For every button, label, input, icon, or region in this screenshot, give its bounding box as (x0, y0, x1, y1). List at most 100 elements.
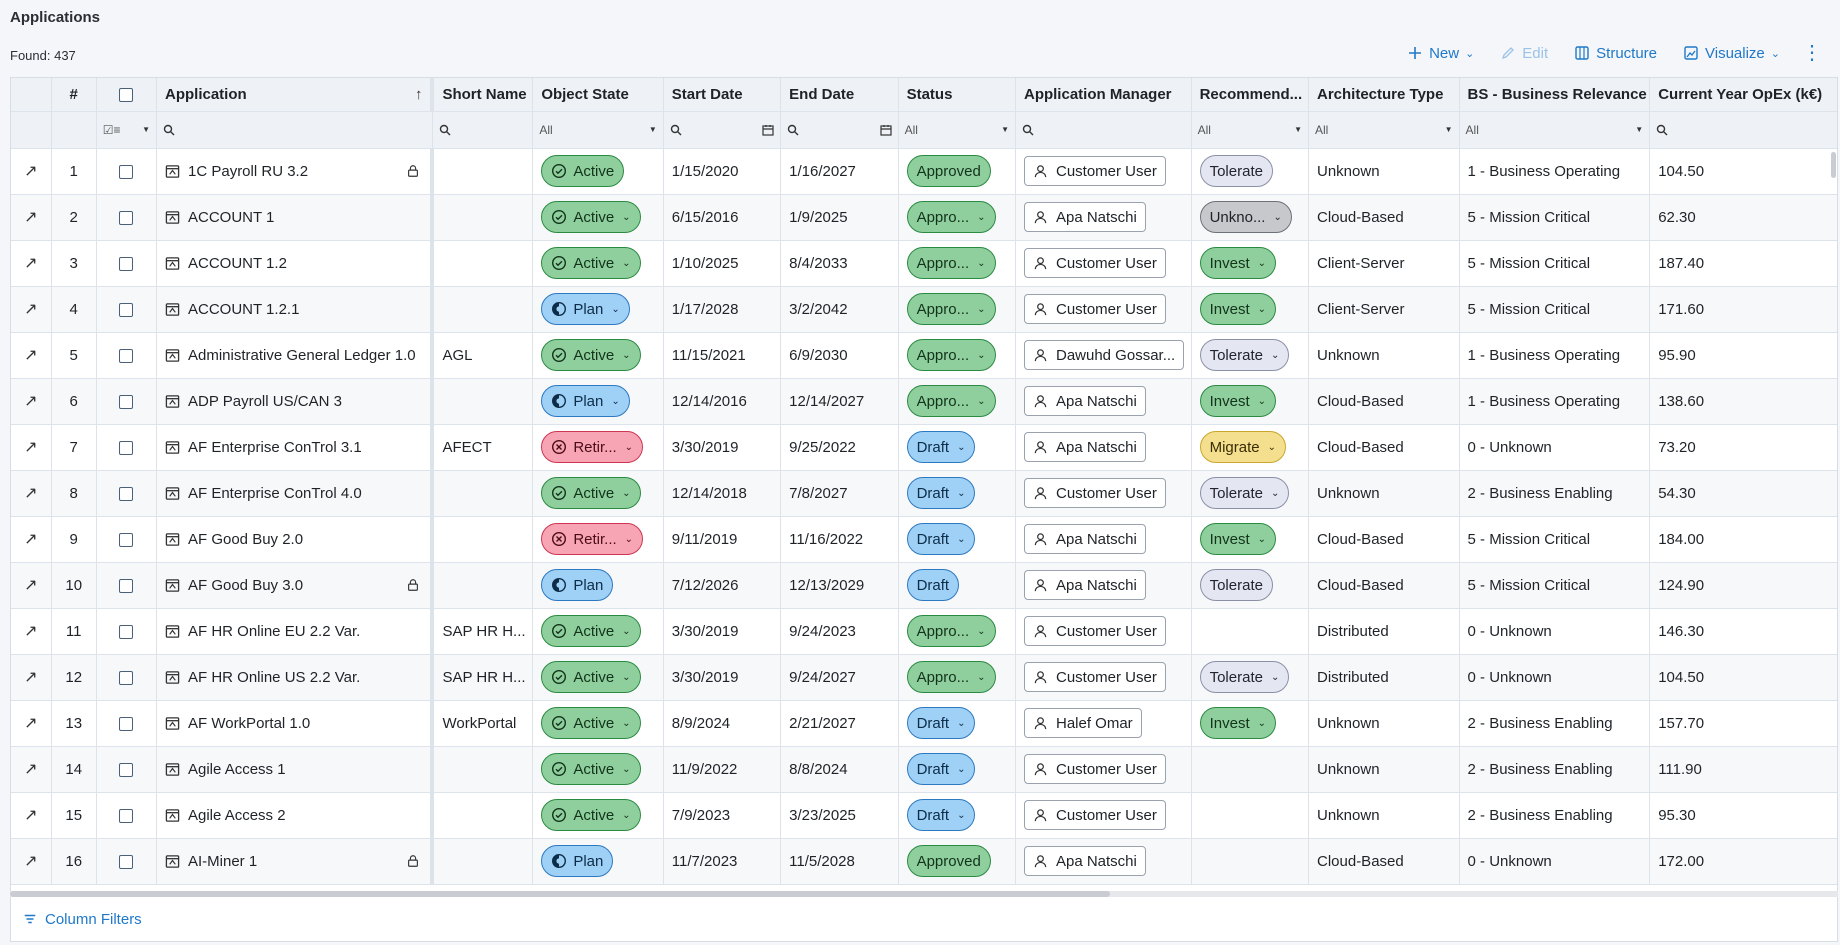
open-row-icon[interactable]: ↗ (11, 700, 52, 747)
table-row[interactable]: ↗ 15 Agile Access 2 Active ⌄ 7/9/2023 3/23/202… (11, 792, 1837, 839)
row-checkbox[interactable] (119, 210, 134, 225)
application-cell[interactable]: ADP Payroll US/CAN 3 (156, 378, 433, 425)
app-manager-cell[interactable]: Customer User (1015, 608, 1192, 655)
recommendation-badge[interactable]: Invest ⌄ (1199, 247, 1277, 279)
status-badge[interactable]: Appro... ⌄ (906, 339, 996, 371)
open-row-icon[interactable]: ↗ (11, 746, 52, 793)
status-cell[interactable]: Appro... ⌄ (898, 654, 1016, 701)
object-state-badge[interactable]: Plan (541, 569, 614, 601)
number-column-header[interactable]: # (51, 78, 97, 112)
open-row-icon[interactable]: ↗ (11, 148, 52, 195)
application-name[interactable]: AF Enterprise ConTrol 4.0 (188, 484, 362, 502)
status-cell[interactable]: Draft ⌄ (898, 700, 1016, 747)
row-checkbox[interactable] (119, 302, 134, 317)
row-checkbox-cell[interactable] (96, 332, 158, 379)
application-cell[interactable]: AF Good Buy 3.0 (156, 562, 433, 609)
bs-relevance-column-header[interactable]: BS - Business Relevance (1459, 78, 1651, 112)
open-row-icon[interactable]: ↗ (11, 378, 52, 425)
row-checkbox-cell[interactable] (96, 240, 158, 287)
bs-relevance-filter[interactable]: All ▼ (1459, 111, 1651, 149)
table-row[interactable]: ↗ 5 Administrative General Ledger 1.0 AGL Ac… (11, 332, 1837, 379)
app-manager-cell[interactable]: Customer User (1015, 470, 1192, 517)
open-row-icon[interactable]: ↗ (11, 654, 52, 701)
app-manager-column-header[interactable]: Application Manager (1015, 78, 1192, 112)
status-badge[interactable]: Appro... ⌄ (906, 247, 996, 279)
end-date-filter[interactable] (780, 111, 899, 149)
status-badge[interactable]: Appro... ⌄ (906, 385, 996, 417)
calendar-icon[interactable] (762, 124, 774, 136)
open-row-icon[interactable]: ↗ (11, 470, 52, 517)
application-cell[interactable]: Agile Access 1 (156, 746, 433, 793)
opex-column-header[interactable]: Current Year OpEx (k€) (1649, 78, 1837, 112)
application-cell[interactable]: ACCOUNT 1 (156, 194, 433, 241)
recommendation-badge[interactable]: Unkno... ⌄ (1199, 201, 1292, 233)
recommendation-column-header[interactable]: Recommend... (1191, 78, 1310, 112)
table-row[interactable]: ↗ 16 AI-Miner 1 Plan 11/7/2023 11/5/2028 Appro… (11, 838, 1837, 885)
status-badge[interactable]: Draft (906, 569, 960, 601)
application-name[interactable]: Administrative General Ledger 1.0 (188, 346, 416, 364)
row-checkbox-cell[interactable] (96, 746, 158, 793)
recommendation-badge[interactable]: Tolerate ⌄ (1199, 339, 1290, 371)
object-state-cell[interactable]: Active ⌄ (532, 240, 664, 287)
application-name[interactable]: Agile Access 1 (188, 760, 286, 778)
recommendation-cell[interactable]: Invest ⌄ (1191, 378, 1310, 425)
object-state-cell[interactable]: Plan (532, 562, 664, 609)
table-row[interactable]: ↗ 4 ACCOUNT 1.2.1 Plan ⌄ 1/17/2028 3/2/2042 App… (11, 286, 1837, 333)
user-chip[interactable]: Apa Natschi (1023, 386, 1146, 416)
object-state-cell[interactable]: Active ⌄ (532, 792, 664, 839)
row-checkbox-cell[interactable] (96, 516, 158, 563)
recommendation-cell[interactable] (1191, 746, 1310, 793)
open-row-icon[interactable]: ↗ (11, 608, 52, 655)
row-checkbox-cell[interactable] (96, 148, 158, 195)
application-cell[interactable]: ACCOUNT 1.2.1 (156, 286, 433, 333)
start-date-filter[interactable] (663, 111, 782, 149)
app-manager-cell[interactable]: Apa Natschi (1015, 838, 1192, 885)
open-row-icon[interactable]: ↗ (11, 332, 52, 379)
row-checkbox[interactable] (119, 762, 134, 777)
recommendation-cell[interactable]: Tolerate ⌄ (1191, 470, 1310, 517)
user-chip[interactable]: Dawuhd Gossar... (1023, 340, 1184, 370)
status-badge[interactable]: Approved (906, 845, 991, 877)
object-state-badge[interactable]: Active ⌄ (541, 201, 641, 233)
user-chip[interactable]: Apa Natschi (1023, 846, 1146, 876)
object-state-cell[interactable]: Active ⌄ (532, 332, 664, 379)
app-manager-cell[interactable]: Halef Omar (1015, 700, 1192, 747)
open-row-icon[interactable]: ↗ (11, 424, 52, 471)
status-cell[interactable]: Approved (898, 838, 1016, 885)
selection-filter[interactable]: ☑≡ ▼ (96, 111, 158, 149)
app-manager-cell[interactable]: Customer User (1015, 654, 1192, 701)
status-badge[interactable]: Draft ⌄ (906, 753, 976, 785)
scrollbar-thumb[interactable] (10, 891, 1110, 897)
status-badge[interactable]: Draft ⌄ (906, 523, 976, 555)
object-state-badge[interactable]: Active ⌄ (541, 615, 641, 647)
recommendation-cell[interactable] (1191, 838, 1310, 885)
status-cell[interactable]: Appro... ⌄ (898, 194, 1016, 241)
row-checkbox[interactable] (119, 854, 134, 869)
column-filters-button[interactable]: Column Filters (45, 910, 142, 928)
application-name[interactable]: ACCOUNT 1 (188, 208, 275, 226)
row-checkbox[interactable] (119, 670, 134, 685)
recommendation-cell[interactable] (1191, 792, 1310, 839)
end-date-column-header[interactable]: End Date (780, 78, 899, 112)
status-badge[interactable]: Approved (906, 155, 991, 187)
recommendation-badge[interactable]: Invest ⌄ (1199, 293, 1277, 325)
status-cell[interactable]: Draft ⌄ (898, 746, 1016, 793)
calendar-icon[interactable] (879, 124, 892, 136)
application-cell[interactable]: AF Good Buy 2.0 (156, 516, 433, 563)
object-state-cell[interactable]: Active ⌄ (532, 470, 664, 517)
open-row-icon[interactable]: ↗ (11, 286, 52, 333)
table-row[interactable]: ↗ 7 AF Enterprise ConTrol 3.1 AFECT Retir...… (11, 424, 1837, 471)
application-name[interactable]: 1C Payroll RU 3.2 (188, 162, 309, 180)
object-state-cell[interactable]: Plan ⌄ (532, 378, 664, 425)
status-filter[interactable]: All ▼ (898, 111, 1016, 149)
start-date-column-header[interactable]: Start Date (663, 78, 782, 112)
application-name[interactable]: AF HR Online US 2.2 Var. (188, 668, 361, 686)
structure-button[interactable]: Structure (1566, 42, 1665, 64)
object-state-cell[interactable]: Active ⌄ (532, 608, 664, 655)
user-chip[interactable]: Customer User (1023, 248, 1166, 278)
row-checkbox[interactable] (119, 578, 134, 593)
object-state-badge[interactable]: Retir... ⌄ (541, 431, 644, 463)
app-manager-cell[interactable]: Dawuhd Gossar... (1015, 332, 1192, 379)
sort-ascending-icon[interactable]: ↑ (414, 85, 423, 103)
recommendation-badge[interactable]: Tolerate ⌄ (1199, 477, 1290, 509)
